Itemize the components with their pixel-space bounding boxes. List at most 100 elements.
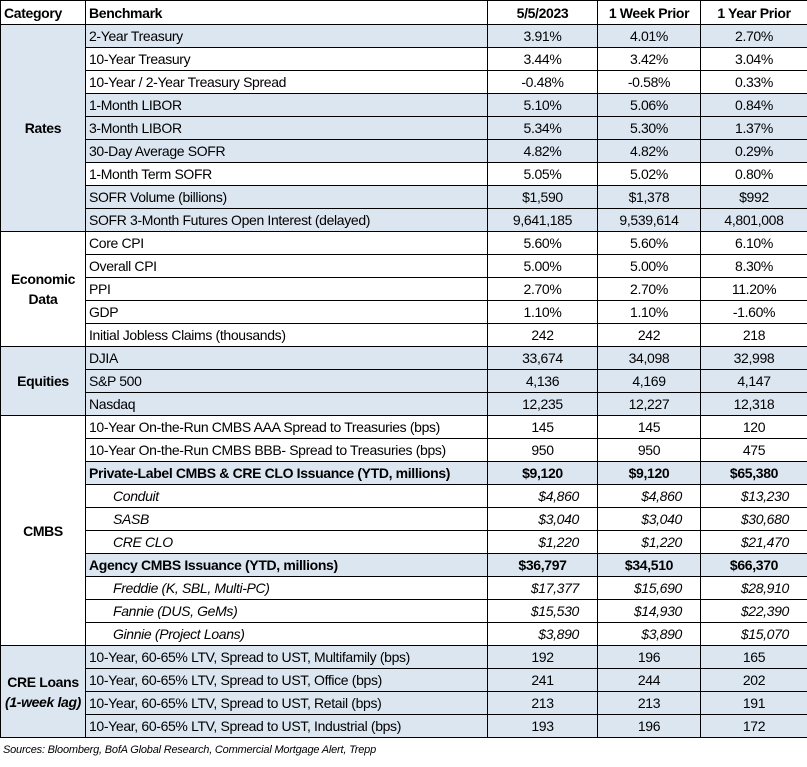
- value-cell: 213: [597, 691, 701, 715]
- table-row: CRE CLO $1,220 $1,220 $21,470: [1, 530, 807, 554]
- benchmark-cell: S&P 500: [85, 369, 488, 393]
- value-cell: 4,169: [597, 369, 701, 393]
- value-cell: 145: [597, 415, 701, 439]
- value-cell: 0.33%: [700, 70, 807, 94]
- value-cell: 241: [487, 668, 598, 692]
- value-cell: 8.30%: [700, 254, 807, 278]
- value-cell: 3.44%: [487, 47, 598, 71]
- benchmark-cell: 10-Year On-the-Run CMBS AAA Spread to Tr…: [85, 415, 488, 439]
- category-cell: CRE Loans (1-week lag): [0, 645, 86, 738]
- table-row: GDP 1.10% 1.10% -1.60%: [1, 300, 807, 324]
- category-label: Economic Data: [10, 271, 76, 307]
- column-header: 1 Year Prior: [700, 0, 807, 25]
- value-cell: 12,318: [700, 392, 807, 416]
- benchmark-cell: 10-Year On-the-Run CMBS BBB- Spread to T…: [85, 438, 488, 462]
- value-cell: 0.80%: [700, 162, 807, 186]
- benchmark-cell: Nasdaq: [85, 392, 488, 416]
- value-cell: 5.60%: [487, 231, 598, 255]
- value-cell: 191: [700, 691, 807, 715]
- benchmark-cell: Fannie (DUS, GeMs): [85, 599, 488, 623]
- category-note: (1-week lag): [5, 693, 81, 710]
- value-cell: 4,136: [487, 369, 598, 393]
- value-cell: $1,220: [487, 530, 598, 554]
- value-cell: 5.30%: [597, 116, 701, 140]
- value-cell: $15,070: [700, 622, 807, 646]
- benchmark-cell: 1-Month LIBOR: [85, 93, 488, 117]
- table-row: 30-Day Average SOFR 4.82% 4.82% 0.29%: [1, 139, 807, 163]
- value-cell: 193: [487, 714, 598, 738]
- value-cell: 9,539,614: [597, 208, 701, 232]
- benchmark-cell: Private-Label CMBS & CRE CLO Issuance (Y…: [85, 461, 488, 485]
- value-cell: 5.00%: [597, 254, 701, 278]
- value-cell: 242: [597, 323, 701, 347]
- table-row: Fannie (DUS, GeMs) $15,530 $14,930 $22,390: [1, 599, 807, 623]
- table-row: Agency CMBS Issuance (YTD, millions) $36,…: [1, 553, 807, 577]
- value-cell: 12,235: [487, 392, 598, 416]
- value-cell: 1.37%: [700, 116, 807, 140]
- value-cell: 5.34%: [487, 116, 598, 140]
- table-row: Ginnie (Project Loans) $3,890 $3,890 $15,07…: [1, 622, 807, 646]
- value-cell: 1.10%: [487, 300, 598, 324]
- value-cell: $1,590: [487, 185, 598, 209]
- benchmark-cell: Core CPI: [85, 231, 488, 255]
- benchmark-cell: Initial Jobless Claims (thousands): [85, 323, 488, 347]
- value-cell: $30,680: [700, 507, 807, 531]
- value-cell: 2.70%: [597, 277, 701, 301]
- value-cell: $4,860: [597, 484, 701, 508]
- value-cell: 950: [597, 438, 701, 462]
- benchmark-cell: Ginnie (Project Loans): [85, 622, 488, 646]
- table-row: PPI 2.70% 2.70% 11.20%: [1, 277, 807, 301]
- table-row: Rates 2-Year Treasury 3.91% 4.01% 2.70%: [0, 24, 807, 232]
- value-cell: 33,674: [487, 346, 598, 370]
- benchmark-cell: SOFR Volume (billions): [85, 185, 488, 209]
- table-row: Equities DJIA 33,674 34,098 32,998: [0, 346, 807, 416]
- table-row: SOFR Volume (billions) $1,590 $1,378 $992: [1, 185, 807, 209]
- table-row: Freddie (K, SBL, Multi-PC) $17,377 $15,690…: [1, 576, 807, 600]
- value-cell: 120: [700, 415, 807, 439]
- value-cell: -0.58%: [597, 70, 701, 94]
- benchmark-cell: 1-Month Term SOFR: [85, 162, 488, 186]
- value-cell: 5.60%: [597, 231, 701, 255]
- value-cell: $3,040: [597, 507, 701, 531]
- table-row: 1-Month LIBOR 5.10% 5.06% 0.84%: [1, 93, 807, 117]
- value-cell: -1.60%: [700, 300, 807, 324]
- value-cell: 4,147: [700, 369, 807, 393]
- value-cell: 213: [487, 691, 598, 715]
- table-row: CMBS 10-Year On-the-Run CMBS AAA Spread t…: [0, 415, 807, 646]
- value-cell: $14,930: [597, 599, 701, 623]
- value-cell: 6.10%: [700, 231, 807, 255]
- table-row: SASB $3,040 $3,040 $30,680: [1, 507, 807, 531]
- benchmark-cell: GDP: [85, 300, 488, 324]
- value-cell: 3.04%: [700, 47, 807, 71]
- benchmark-cell: CRE CLO: [85, 530, 488, 554]
- table-row: 10-Year Treasury 3.44% 3.42% 3.04%: [1, 47, 807, 71]
- value-cell: 202: [700, 668, 807, 692]
- value-cell: 5.02%: [597, 162, 701, 186]
- benchmark-cell: 10-Year, 60-65% LTV, Spread to UST, Indu…: [85, 714, 488, 738]
- benchmark-cell: SASB: [85, 507, 488, 531]
- table-row: SOFR 3-Month Futures Open Interest (dela…: [1, 208, 807, 232]
- header-row: Category Benchmark 5/5/2023 1 Week Prior 1 Y…: [0, 0, 807, 25]
- value-cell: 9,641,185: [487, 208, 598, 232]
- value-cell: 5.00%: [487, 254, 598, 278]
- category-label: CMBS: [23, 522, 63, 539]
- table-row: Economic Data Core CPI 5.60% 5.60% 6.10%: [0, 231, 807, 347]
- benchmark-cell: 10-Year, 60-65% LTV, Spread to UST, Reta…: [85, 691, 488, 715]
- category-label: CRE Loans: [7, 673, 79, 690]
- value-cell: 4.01%: [597, 24, 701, 48]
- category-cell: Rates: [0, 24, 86, 232]
- value-cell: $1,220: [597, 530, 701, 554]
- value-cell: 145: [487, 415, 598, 439]
- benchmark-cell: 10-Year, 60-65% LTV, Spread to UST, Mult…: [85, 645, 488, 669]
- value-cell: -0.48%: [487, 70, 598, 94]
- value-cell: $4,860: [487, 484, 598, 508]
- value-cell: $22,390: [700, 599, 807, 623]
- value-cell: 4,801,008: [700, 208, 807, 232]
- table-row: 3-Month LIBOR 5.34% 5.30% 1.37%: [1, 116, 807, 140]
- value-cell: $65,380: [700, 461, 807, 485]
- value-cell: 12,227: [597, 392, 701, 416]
- category-cell: Economic Data: [0, 231, 86, 347]
- table-row: 10-Year / 2-Year Treasury Spread -0.48% -0…: [1, 70, 807, 94]
- benchmark-cell: 30-Day Average SOFR: [85, 139, 488, 163]
